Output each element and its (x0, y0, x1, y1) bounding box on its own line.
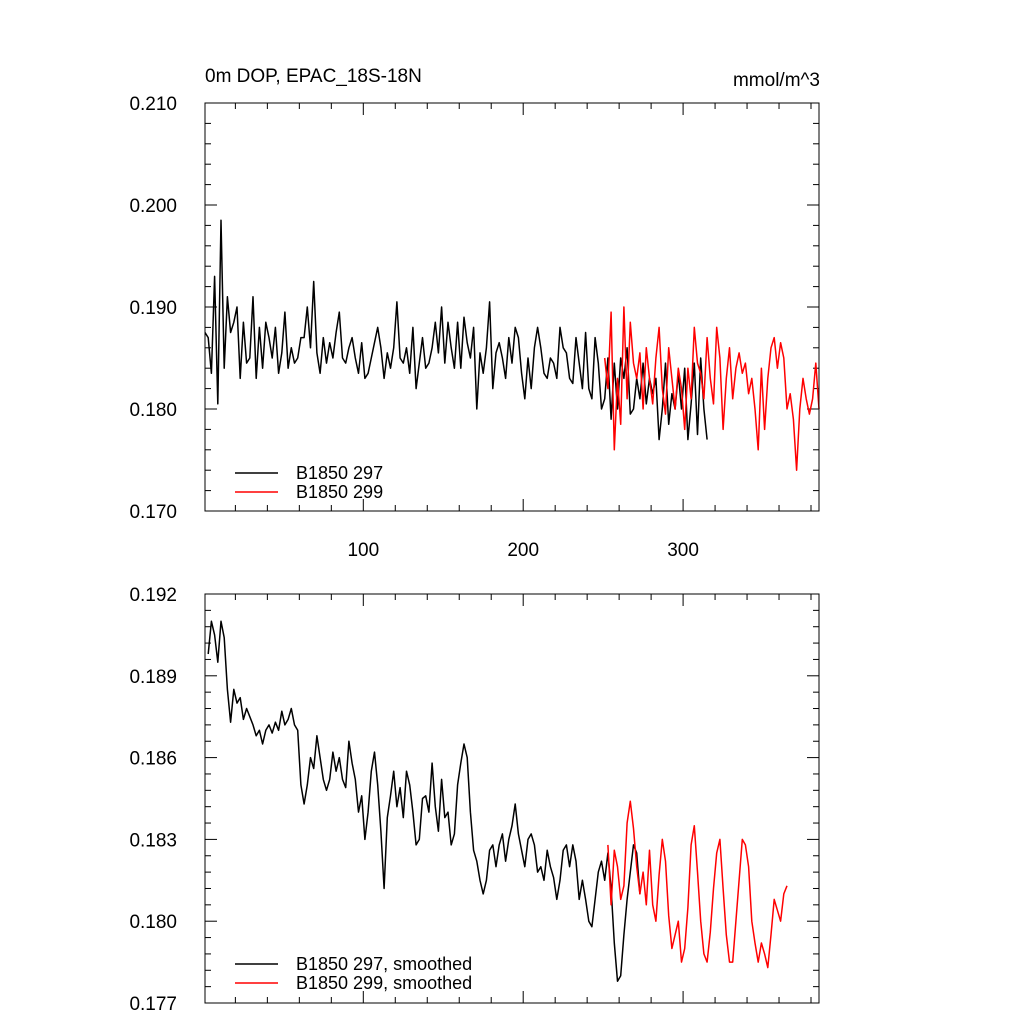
x-tick-label: 300 (667, 540, 699, 561)
y-tick-label: 0.189 (129, 667, 177, 688)
legend-label-b1850-297-smoothed: B1850 297, smoothed (296, 954, 472, 974)
y-tick-label: 0.177 (129, 994, 177, 1015)
top-panel: 0m DOP, EPAC_18S-18N mmol/m^3 0.170 0.180… (129, 66, 820, 561)
y-tick-label: 0.183 (129, 830, 177, 851)
y-tick-label: 0.170 (129, 502, 177, 523)
bottom-panel: 0.177 0.180 0.183 0.186 0.189 0.192 B1850 297… (129, 585, 820, 1015)
top-panel-axes: 0.170 0.180 0.190 0.200 0.210 100 200 300 (129, 94, 819, 561)
series-line-b1850-297 (204, 219, 708, 441)
y-tick-label: 0.210 (129, 94, 177, 115)
series-line-b1850-297-smoothed (207, 620, 641, 982)
legend-label-b1850-297: B1850 297 (296, 463, 383, 483)
y-tick-label: 0.190 (129, 298, 177, 319)
y-tick-label: 0.192 (129, 585, 177, 606)
top-panel-units: mmol/m^3 (733, 70, 820, 91)
series-line-b1850-299-smoothed (607, 800, 788, 969)
top-panel-legend: B1850 297 B1850 299 (235, 463, 383, 502)
y-tick-label: 0.180 (129, 912, 177, 933)
y-tick-label: 0.186 (129, 749, 177, 770)
y-tick-label: 0.200 (129, 196, 177, 217)
series-line-b1850-299 (603, 306, 820, 471)
top-panel-series (204, 219, 820, 471)
x-tick-label: 100 (347, 540, 379, 561)
bottom-panel-axes: 0.177 0.180 0.183 0.186 0.189 0.192 (129, 585, 819, 1015)
bottom-panel-frame (204, 593, 820, 1004)
legend-label-b1850-299-smoothed: B1850 299, smoothed (296, 973, 472, 993)
x-tick-label: 200 (507, 540, 539, 561)
bottom-panel-legend: B1850 297, smoothed B1850 299, smoothed (235, 954, 472, 993)
y-tick-label: 0.180 (129, 400, 177, 421)
top-panel-title: 0m DOP, EPAC_18S-18N (205, 66, 422, 87)
bottom-panel-series (207, 620, 788, 982)
top-panel-frame (204, 102, 820, 512)
legend-label-b1850-299: B1850 299 (296, 482, 383, 502)
